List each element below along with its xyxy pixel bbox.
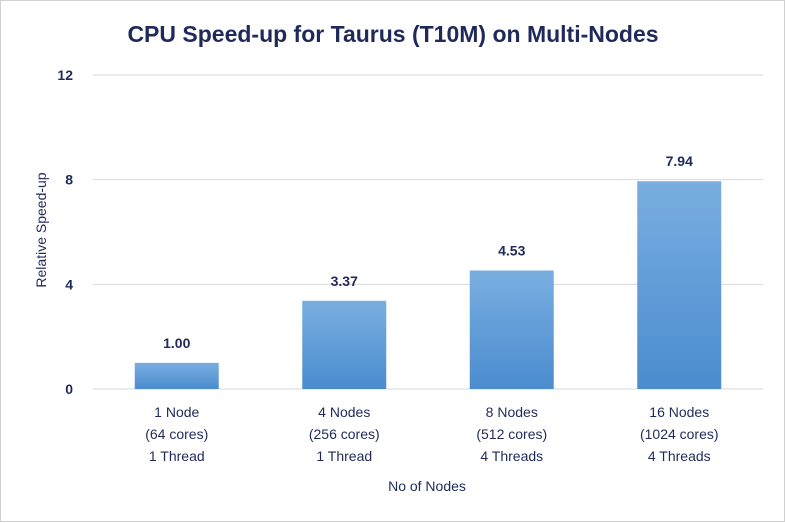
x-tick-label: 16 Nodes	[649, 404, 709, 420]
bar	[302, 300, 387, 389]
chart-title: CPU Speed-up for Taurus (T10M) on Multi-…	[127, 21, 658, 47]
x-axis-label: No of Nodes	[388, 478, 466, 494]
data-label: 3.37	[331, 273, 358, 289]
x-tick-label: (64 cores)	[145, 426, 208, 442]
x-tick-label: 1 Thread	[149, 448, 205, 464]
x-tick-label: 8 Nodes	[486, 404, 538, 420]
x-tick-label: (1024 cores)	[640, 426, 719, 442]
x-tick-label: (256 cores)	[309, 426, 380, 442]
x-tick-label: (512 cores)	[476, 426, 547, 442]
data-label: 4.53	[498, 242, 525, 258]
x-tick-label: 4 Threads	[648, 448, 711, 464]
y-tick-label: 4	[65, 276, 73, 292]
y-tick-label: 12	[57, 67, 73, 83]
bar	[134, 362, 219, 389]
x-tick-label: 1 Node	[154, 404, 199, 420]
y-tick-label: 0	[65, 381, 73, 397]
x-tick-label: 1 Thread	[316, 448, 372, 464]
data-label: 1.00	[163, 335, 190, 351]
y-tick-label: 8	[65, 172, 73, 188]
x-tick-label: 4 Threads	[480, 448, 543, 464]
y-axis-label: Relative Speed-up	[33, 172, 49, 287]
bar	[469, 270, 554, 389]
x-tick-label: 4 Nodes	[318, 404, 370, 420]
data-label: 7.94	[666, 153, 693, 169]
bar	[637, 181, 722, 389]
